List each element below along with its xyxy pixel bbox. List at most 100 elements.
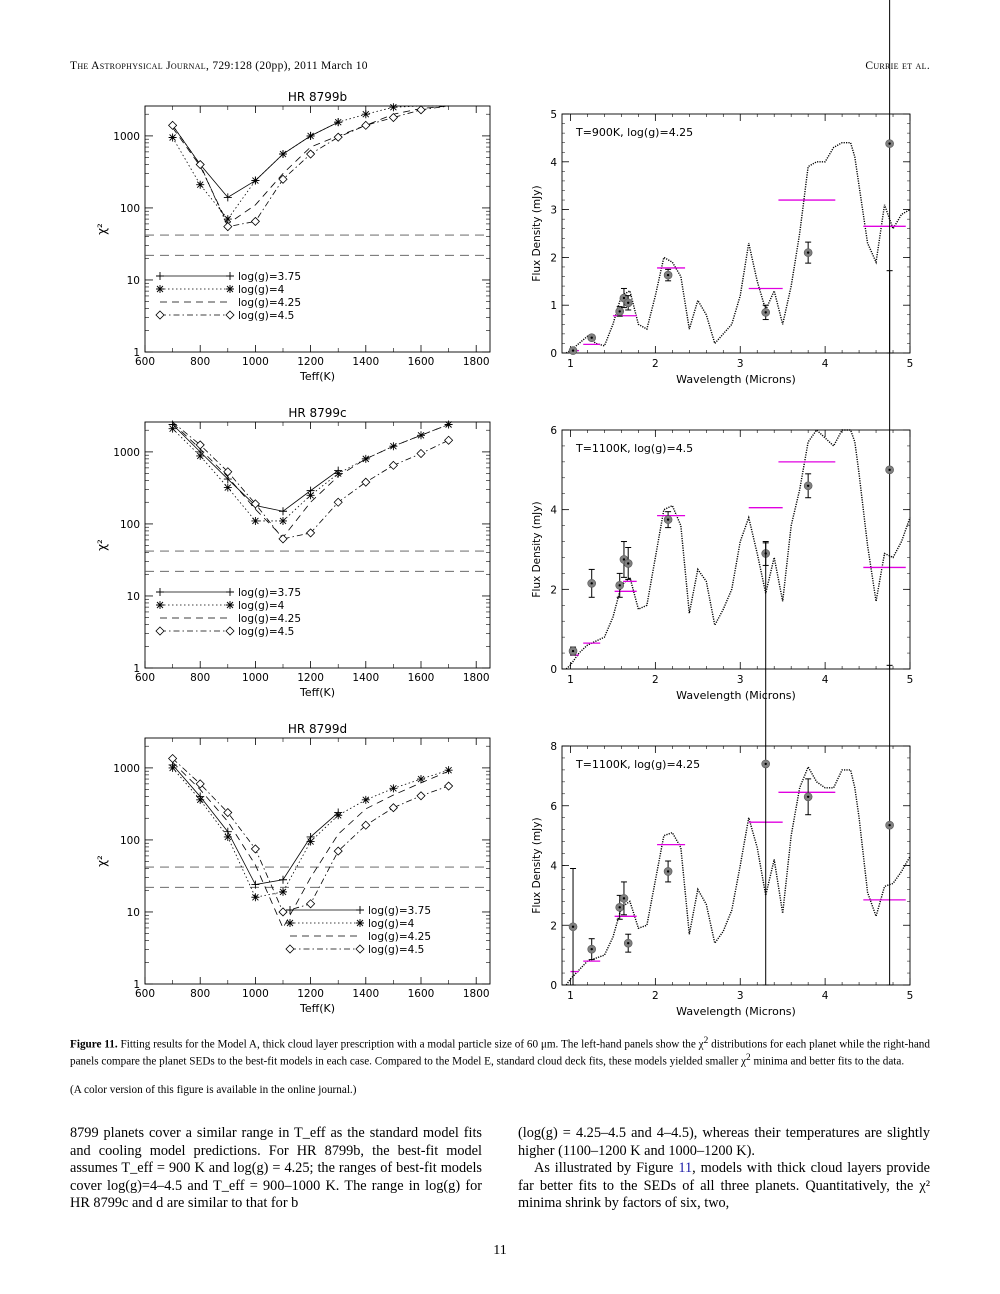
series-marker <box>444 420 453 429</box>
series-marker <box>389 784 398 793</box>
series-marker <box>361 454 370 463</box>
series-line <box>172 105 449 220</box>
y-tick-label: 4 <box>550 157 557 169</box>
x-tick-label: 2 <box>652 990 659 1002</box>
y-tick-label: 0 <box>550 980 557 992</box>
data-point-center <box>666 518 670 521</box>
series-marker <box>223 193 232 202</box>
x-axis-label: Teff(K) <box>299 686 335 699</box>
legend-marker <box>226 588 234 596</box>
figure-link[interactable]: 11 <box>678 1160 693 1176</box>
y-tick-label: 1 <box>133 979 140 991</box>
figure-label: Figure 11. <box>70 1038 118 1051</box>
series-marker <box>417 431 425 440</box>
data-point-center <box>618 906 621 909</box>
series-line <box>172 422 449 539</box>
series-marker <box>388 112 398 123</box>
data-point-center <box>806 484 810 487</box>
data-point-center <box>590 582 593 585</box>
x-tick-label: 1800 <box>463 356 490 368</box>
model-spectrum <box>565 428 911 670</box>
series-marker <box>251 893 260 902</box>
data-point-center <box>627 941 630 945</box>
x-tick-label: 4 <box>822 674 829 686</box>
y-tick-label: 3 <box>550 205 557 217</box>
data-point-center <box>590 336 593 339</box>
series-marker <box>306 131 315 140</box>
series-marker <box>416 791 426 801</box>
page-number: 11 <box>493 1243 507 1258</box>
x-tick-label: 1600 <box>408 356 435 368</box>
legend-marker <box>356 919 364 927</box>
legend-label: log(g)=3.75 <box>238 587 301 599</box>
legend-marker <box>226 601 234 609</box>
data-point-center <box>666 870 670 873</box>
series-marker <box>250 844 260 854</box>
color-version-note: (A color version of this figure is avail… <box>70 1084 357 1096</box>
series-marker <box>389 103 398 112</box>
caption-text-1: Fitting results for the Model A, thick c… <box>117 1038 704 1051</box>
x-tick-label: 1200 <box>297 988 324 1000</box>
y-tick-label: 4 <box>550 505 557 517</box>
legend-label: log(g)=4 <box>238 600 285 612</box>
legend-marker <box>226 272 234 280</box>
legend-label: log(g)=3.75 <box>368 905 431 917</box>
model-parameters-label: T=900K, log(g)=4.25 <box>575 126 693 139</box>
body-column-right: (log(g) = 4.25–4.5 and 4–4.5), whereas t… <box>518 1125 930 1213</box>
plot-frame <box>561 745 911 986</box>
series-marker <box>361 820 371 830</box>
series-marker <box>334 118 343 127</box>
x-tick-label: 5 <box>907 358 914 370</box>
series-marker <box>279 516 287 525</box>
running-header-journal: The Astrophysical Journal, 729:128 (20pp… <box>70 60 368 72</box>
y-tick-label: 100 <box>120 519 140 531</box>
data-point-center <box>627 562 630 565</box>
legend-marker <box>155 626 165 636</box>
series-marker <box>306 899 316 909</box>
model-parameters-label: T=1100K, log(g)=4.25 <box>575 758 700 771</box>
body-text-a: As illustrated by Figure <box>534 1160 679 1176</box>
legend-marker <box>155 310 165 320</box>
series-marker <box>196 180 205 189</box>
chi2-panel-hr8799c: HR 8799c 600 800 1000 1200 1400 1600 1800 1 10 100… <box>95 406 491 699</box>
series-marker <box>223 832 232 841</box>
y-tick-label: 1000 <box>113 763 140 775</box>
series-marker <box>251 176 260 185</box>
series-marker <box>333 497 343 507</box>
running-header-authors: Currie et al. <box>865 60 930 72</box>
y-tick-label: 2 <box>550 920 557 932</box>
x-tick-label: 1000 <box>242 672 269 684</box>
caption-sup-2: 2 <box>746 1052 751 1063</box>
x-tick-label: 3 <box>737 358 744 370</box>
model-parameters-label: T=1100K, log(g)=4.5 <box>575 442 693 455</box>
y-tick-label: 1 <box>550 300 557 312</box>
series-marker <box>306 149 316 159</box>
series-marker <box>361 110 370 119</box>
legend-label: log(g)=4.5 <box>238 310 294 322</box>
x-tick-label: 2 <box>652 358 659 370</box>
series-marker <box>361 120 371 130</box>
sed-panel-hr8799c: 1 2 3 4 5 0 2 4 6 Wavelength (Microns) Flux Densit… <box>531 270 914 702</box>
x-tick-label: 600 <box>135 672 155 684</box>
y-tick-label: 1000 <box>113 131 140 143</box>
x-tick-label: 3 <box>737 674 744 686</box>
series-marker <box>444 781 454 791</box>
x-tick-label: 1400 <box>352 356 379 368</box>
series-line <box>172 761 449 929</box>
series-marker <box>306 837 315 846</box>
x-tick-label: 1600 <box>408 672 435 684</box>
data-point-center <box>571 925 575 928</box>
series-marker <box>196 795 205 804</box>
series-marker <box>334 469 343 478</box>
legend-marker <box>225 626 235 636</box>
series-marker <box>279 507 287 516</box>
body-text-b: , models with thick cloud layers provide… <box>518 1160 931 1211</box>
chi2-panel-hr8799b: HR 8799b 600 800 1000 1200 1400 1600 1800 1 10 100… <box>95 90 491 383</box>
legend-marker <box>285 944 295 954</box>
x-tick-label: 5 <box>907 674 914 686</box>
series-marker <box>279 887 287 896</box>
x-tick-label: 1200 <box>297 672 324 684</box>
series-marker <box>278 907 288 917</box>
x-tick-label: 4 <box>822 358 829 370</box>
series-marker <box>306 491 315 500</box>
